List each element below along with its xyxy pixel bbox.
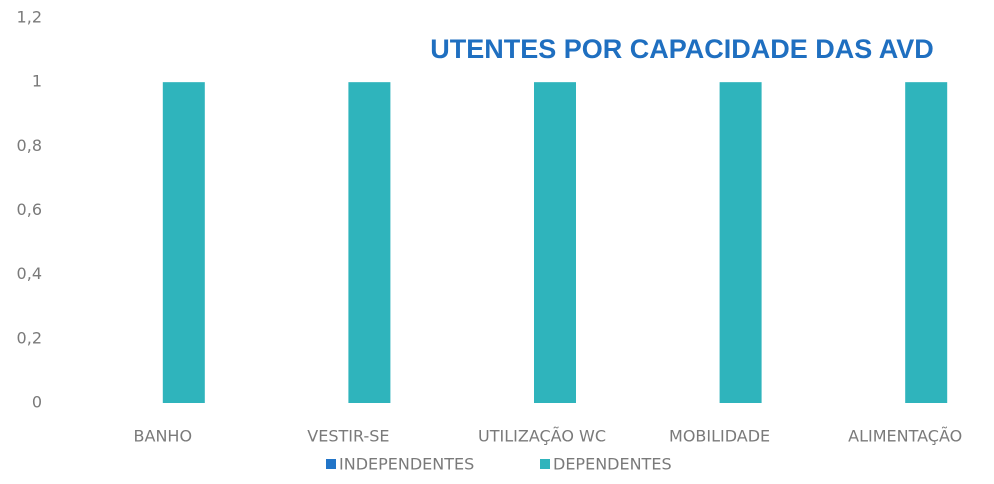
legend-label: DEPENDENTES	[553, 455, 672, 474]
legend-swatch	[540, 459, 550, 469]
bar	[905, 82, 948, 404]
bar	[534, 82, 576, 404]
y-tick-label: 1	[32, 72, 42, 91]
x-tick-label: BANHO	[134, 427, 193, 446]
y-tick-label: 0,4	[17, 264, 42, 283]
legend-label: INDEPENDENTES	[339, 455, 474, 474]
y-tick-label: 0,8	[17, 136, 42, 155]
x-tick-label: MOBILIDADE	[669, 427, 770, 446]
y-tick-label: 0,2	[17, 328, 42, 347]
x-tick-label: UTILIZAÇÃO WC	[478, 427, 606, 446]
x-tick-label: VESTIR-SE	[307, 427, 389, 446]
legend-swatch	[326, 459, 336, 469]
x-tick-label: ALIMENTAÇÃO	[848, 427, 962, 446]
bar	[162, 82, 205, 404]
chart-title: UTENTES POR CAPACIDADE DAS AVD	[430, 34, 934, 64]
y-tick-label: 1,2	[17, 8, 42, 27]
bar	[719, 82, 762, 404]
y-tick-label: 0	[32, 393, 42, 412]
bar	[348, 82, 391, 404]
y-tick-label: 0,6	[17, 200, 42, 219]
